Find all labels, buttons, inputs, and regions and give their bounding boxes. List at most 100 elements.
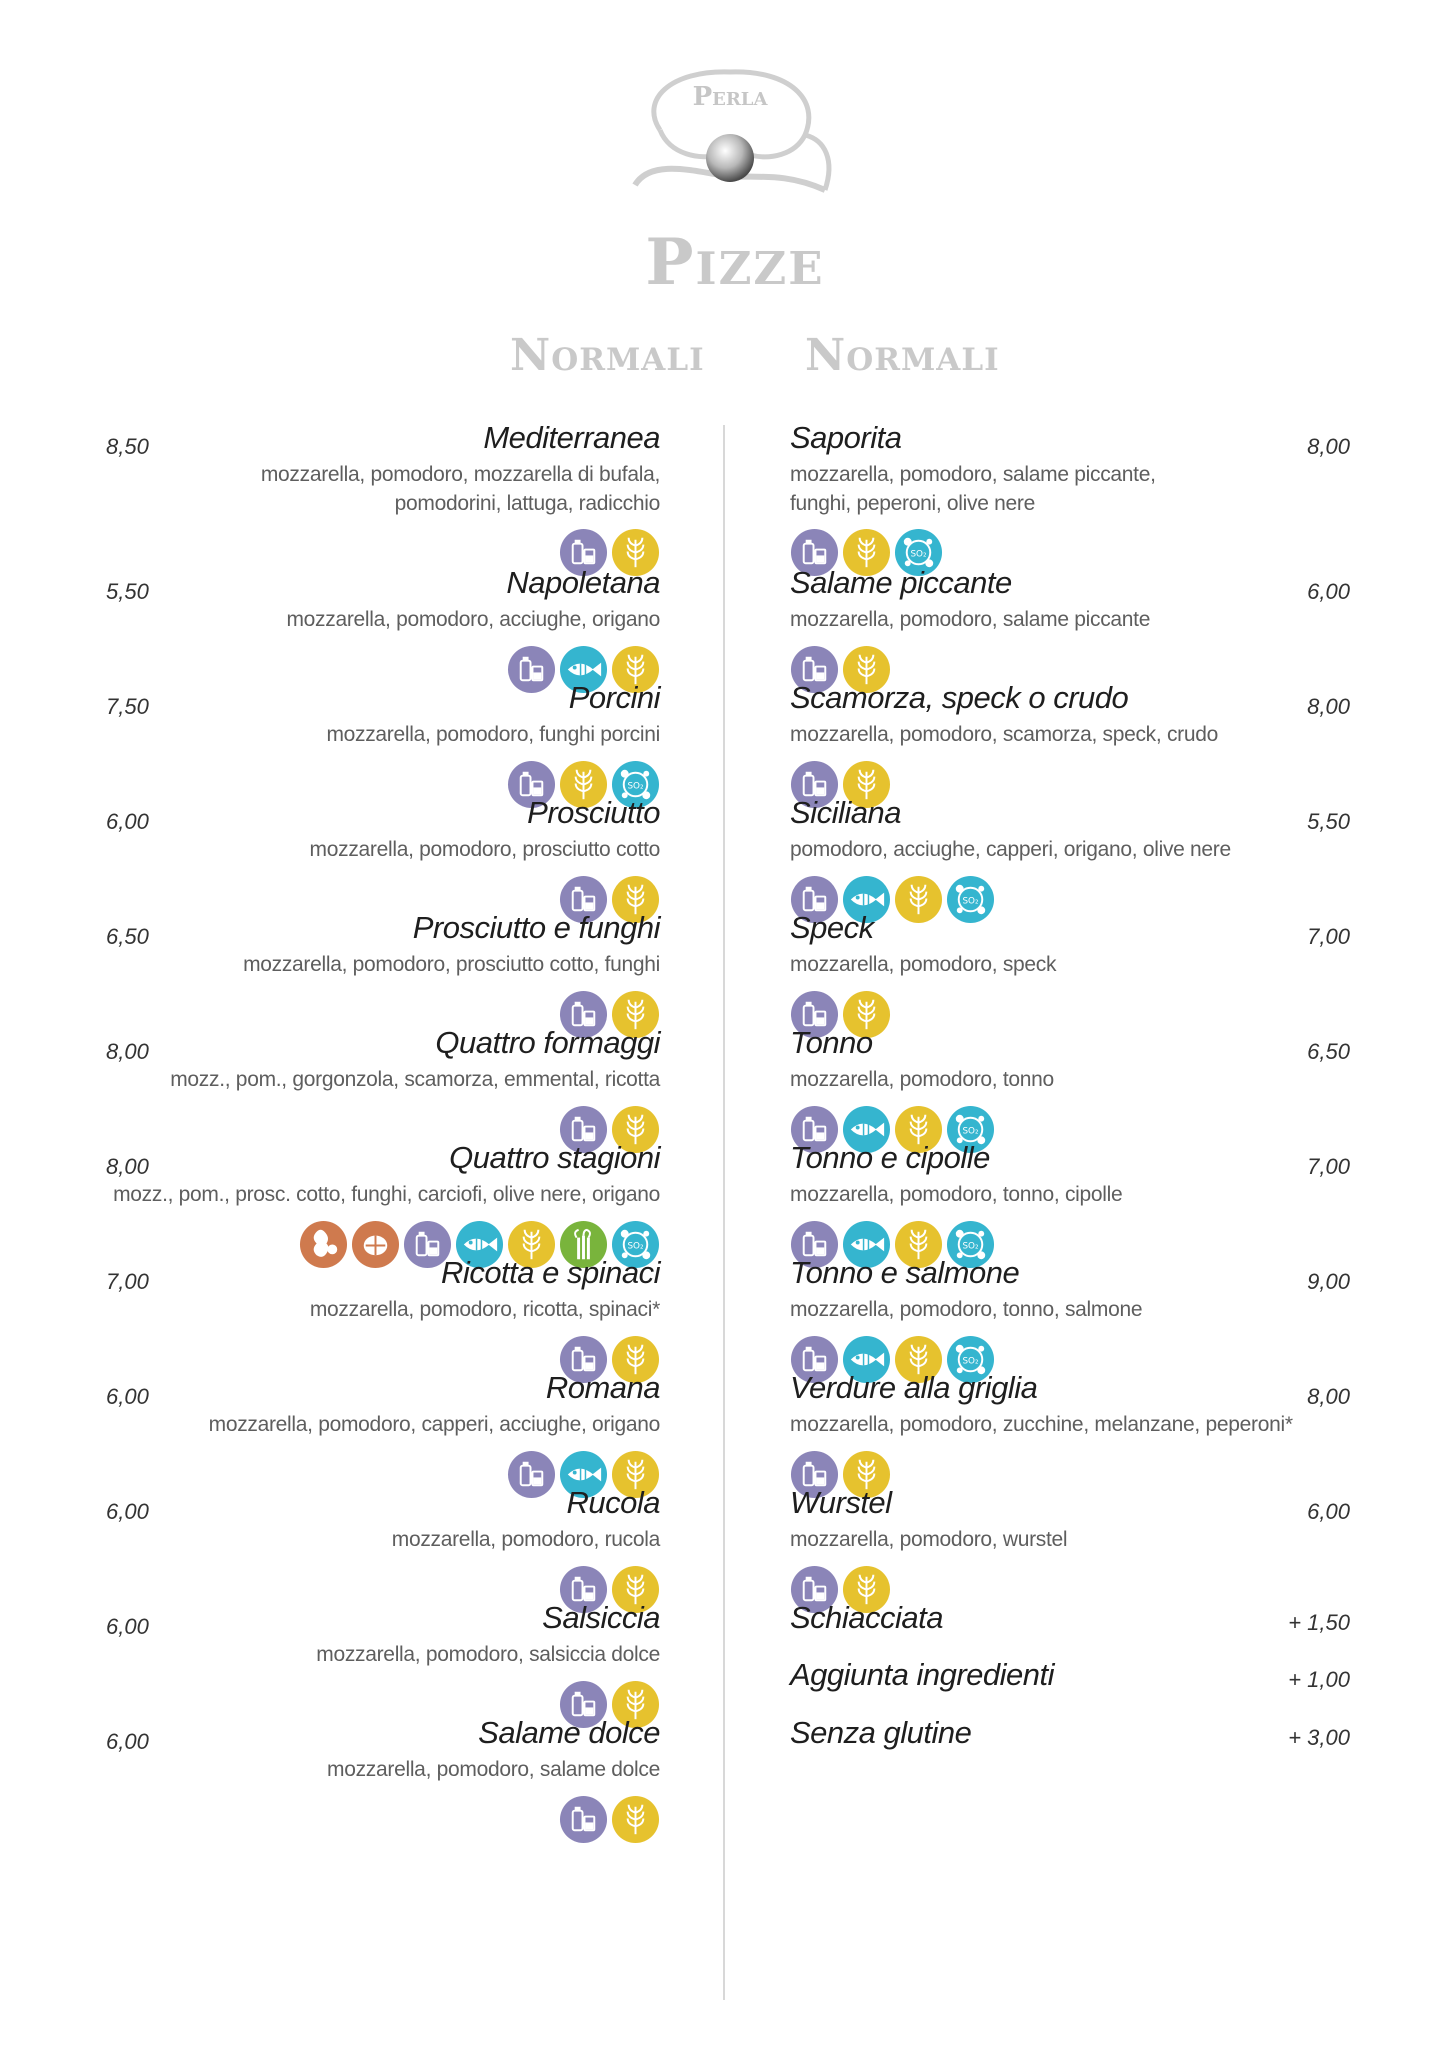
item-price: 8,00 xyxy=(1307,694,1350,719)
menu-item: 6,00 Rucola mozzarella, pomodoro, rucola xyxy=(100,1485,661,1614)
svg-text:SO₂: SO₂ xyxy=(627,1241,643,1251)
allergen-icons xyxy=(507,1450,660,1499)
item-name: Scamorza, speck o crudo xyxy=(790,680,1129,715)
description-line: mozz., pom., prosc. cotto, funghi, carci… xyxy=(113,1183,660,1206)
item-name: Quattro stagioni xyxy=(449,1140,660,1175)
item-description: mozzarella, pomodoro, mozzarella di bufa… xyxy=(100,460,660,518)
item-name: Speck xyxy=(790,910,874,945)
description-line: mozzarella, pomodoro, salame piccante xyxy=(790,608,1151,631)
gluten-icon xyxy=(611,1105,660,1154)
gluten-icon xyxy=(611,1680,660,1729)
milk-icon xyxy=(403,1220,452,1269)
menu-item: 8,00 Scamorza, speck o crudo mozzarella, p… xyxy=(790,680,1350,809)
left-column-heading: Normali xyxy=(510,330,705,381)
gluten-icon xyxy=(894,1335,943,1384)
allergen-icons xyxy=(790,1450,891,1499)
milk-icon xyxy=(559,990,608,1039)
allergen-icons: SO₂ xyxy=(790,1105,995,1154)
item-price: 8,50 xyxy=(106,434,149,459)
item-price: 8,00 xyxy=(106,1154,149,1179)
item-description: mozzarella, pomodoro, prosciutto cotto xyxy=(100,835,661,864)
gluten-icon xyxy=(611,990,660,1039)
extra-price: + 1,50 xyxy=(1288,1610,1350,1635)
description-line: mozzarella, pomodoro, tonno xyxy=(790,1068,1054,1091)
item-description: mozzarella, pomodoro, prosciutto cotto, … xyxy=(100,950,660,979)
fish-icon xyxy=(842,875,891,924)
milk-icon xyxy=(559,1105,608,1154)
description-line: mozzarella, pomodoro, rucola xyxy=(391,1528,661,1551)
item-price: 8,00 xyxy=(106,1039,149,1064)
item-description: mozzarella, pomodoro, acciughe, origano xyxy=(100,605,660,634)
nuts-icon xyxy=(351,1220,400,1269)
allergen-icons: SO₂ xyxy=(790,1335,995,1384)
allergen-icons xyxy=(559,1105,660,1154)
item-name: Napoletana xyxy=(506,565,660,600)
item-name: Quattro formaggi xyxy=(435,1025,660,1060)
fish-icon xyxy=(455,1220,504,1269)
milk-icon xyxy=(790,1565,839,1614)
milk-icon xyxy=(790,875,839,924)
description-line: mozzarella, pomodoro, prosciutto cotto xyxy=(309,838,661,861)
milk-icon xyxy=(790,528,839,577)
item-name: Prosciutto e funghi xyxy=(412,910,661,945)
item-description: mozz., pom., gorgonzola, scamorza, emmen… xyxy=(100,1065,660,1094)
item-description: mozzarella, pomodoro, tonno, salmone xyxy=(790,1295,1350,1324)
description-line: mozzarella, pomodoro, zucchine, melanzan… xyxy=(790,1413,1293,1436)
milk-icon xyxy=(559,528,608,577)
item-name: Tonno e cipolle xyxy=(790,1140,990,1175)
menu-item: 5,50 Siciliana pomodoro, acciughe, capperi… xyxy=(790,795,1350,924)
item-description: mozzarella, pomodoro, zucchine, melanzan… xyxy=(790,1410,1350,1439)
item-name: Salame piccante xyxy=(790,565,1012,600)
gluten-icon xyxy=(894,875,943,924)
item-description: mozzarella, pomodoro, rucola xyxy=(100,1525,661,1554)
description-line: mozzarella, pomodoro, tonno, salmone xyxy=(790,1298,1143,1321)
allergen-icons xyxy=(790,760,891,809)
milk-icon xyxy=(559,1795,608,1844)
allergen-icons xyxy=(559,1335,660,1384)
description-line: mozzarella, pomodoro, speck xyxy=(790,953,1057,976)
extra-name: Aggiunta ingredienti xyxy=(790,1657,1055,1692)
allergen-icons xyxy=(790,645,891,694)
item-description: mozzarella, pomodoro, tonno xyxy=(790,1065,1350,1094)
fish-icon xyxy=(842,1220,891,1269)
item-description: mozzarella, pomodoro, speck xyxy=(790,950,1350,979)
extra-name: Senza glutine xyxy=(790,1715,972,1750)
item-price: 5,50 xyxy=(106,579,149,604)
item-name: Salsiccia xyxy=(542,1600,660,1635)
item-name: Rucola xyxy=(566,1485,661,1520)
menu-item: 6,50 Prosciutto e funghi mozzarella, pomod… xyxy=(100,910,661,1039)
menu-item: 7,00 Tonno e cipolle mozzarella, pomodoro,… xyxy=(790,1140,1350,1269)
page-title: Pizze xyxy=(645,225,825,300)
item-name: Siciliana xyxy=(790,795,901,830)
menu-item: 6,00 Salame dolce mozzarella, pomodoro, sa… xyxy=(100,1715,660,1844)
milk-icon xyxy=(790,1220,839,1269)
gluten-icon xyxy=(611,645,660,694)
milk-icon xyxy=(790,645,839,694)
menu-item: 7,00 Ricotta e spinaci mozzarella, pomodor… xyxy=(100,1255,660,1384)
gluten-icon xyxy=(842,1450,891,1499)
description-line: mozzarella, pomodoro, salame piccante, xyxy=(790,463,1156,486)
allergen-icons xyxy=(559,1795,660,1844)
sulphites-icon: SO₂ xyxy=(946,1105,995,1154)
extra-item: Aggiunta ingredienti + 1,00 xyxy=(790,1657,1350,1697)
item-name: Prosciutto xyxy=(527,795,660,830)
svg-text:SO₂: SO₂ xyxy=(962,1356,978,1366)
item-price: 9,00 xyxy=(1307,1269,1350,1294)
item-name: Ricotta e spinaci xyxy=(441,1255,660,1290)
item-price: 7,50 xyxy=(106,694,149,719)
item-description: mozzarella, pomodoro, tonno, cipolle xyxy=(790,1180,1350,1209)
item-price: 6,00 xyxy=(106,1729,149,1754)
allergen-icons: SO₂ xyxy=(790,528,943,577)
item-name: Tonno e salmone xyxy=(790,1255,1020,1290)
item-description: mozzarella, pomodoro, salsiccia dolce xyxy=(100,1640,660,1669)
sulphites-icon: SO₂ xyxy=(611,760,660,809)
fish-icon xyxy=(842,1105,891,1154)
extra-price: + 1,00 xyxy=(1288,1667,1350,1692)
svg-text:SO₂: SO₂ xyxy=(962,1241,978,1251)
allergen-icons: SO₂ xyxy=(790,1220,995,1269)
item-price: 6,00 xyxy=(1307,579,1350,604)
menu-item: 6,00 Wurstel mozzarella, pomodoro, wurstel xyxy=(790,1485,1350,1614)
item-price: 6,00 xyxy=(106,1499,149,1524)
item-name: Romana xyxy=(545,1370,661,1405)
allergen-icons xyxy=(559,990,660,1039)
